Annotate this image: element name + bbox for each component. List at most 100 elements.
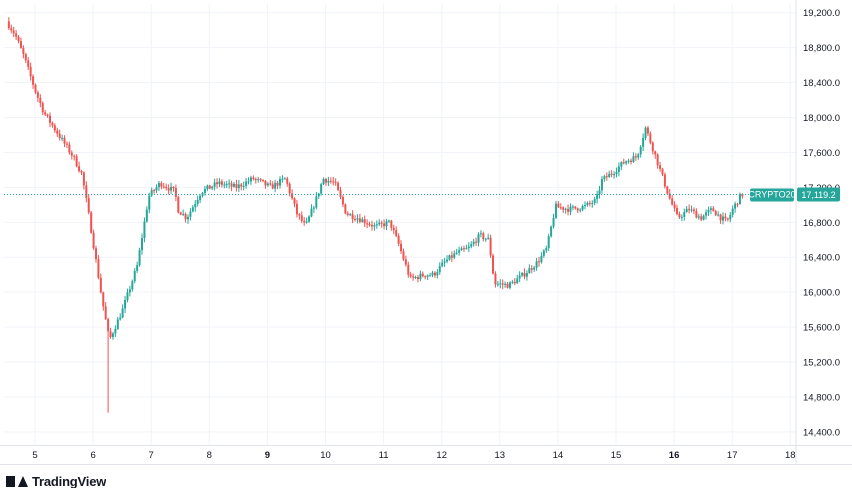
candle [424, 275, 427, 280]
candle [128, 285, 131, 297]
y-tick-label: 19,200.0 [803, 8, 840, 19]
y-tick-label: 14,400.0 [803, 427, 840, 438]
candle [39, 94, 42, 108]
candle [663, 172, 666, 189]
candle [600, 176, 603, 194]
candle [688, 204, 691, 214]
candle [734, 201, 737, 213]
candle [608, 170, 611, 178]
candle [714, 209, 717, 216]
x-tick-label: 8 [207, 450, 212, 461]
candle [167, 184, 170, 195]
candle [562, 206, 565, 213]
candle [634, 153, 637, 161]
candle [637, 153, 640, 160]
candle [170, 182, 173, 194]
candle [182, 209, 185, 216]
candles [7, 17, 744, 413]
candle [533, 265, 536, 272]
candle [44, 109, 47, 117]
candle [729, 212, 732, 223]
candle [295, 200, 298, 218]
candle [397, 233, 400, 246]
candle [213, 178, 216, 191]
candle [126, 288, 129, 303]
candle [523, 268, 526, 280]
x-tick-label: 9 [265, 450, 270, 461]
x-tick-label: 10 [320, 450, 331, 461]
candle [571, 204, 574, 211]
candle [700, 213, 703, 222]
candle [90, 210, 93, 234]
candle [375, 220, 378, 229]
candle [184, 212, 187, 223]
candle [613, 171, 616, 179]
tradingview-logo[interactable]: TradingView [6, 474, 106, 488]
candle [225, 180, 228, 189]
candle [97, 255, 100, 280]
candle [136, 261, 139, 273]
candle [438, 262, 441, 275]
candle [361, 216, 364, 223]
candle [598, 185, 601, 199]
candle [310, 204, 313, 218]
candle [668, 189, 671, 200]
candle [305, 217, 308, 224]
candle [27, 56, 30, 71]
candle [446, 255, 449, 264]
tradingview-mark-icon [6, 475, 28, 487]
candle [153, 188, 156, 194]
axes [0, 0, 852, 465]
candle [286, 176, 289, 187]
candle [603, 174, 606, 182]
candle [208, 184, 211, 190]
candle [259, 177, 262, 182]
candle [308, 215, 311, 223]
candle [385, 218, 388, 230]
candle [378, 219, 381, 227]
candle [162, 182, 165, 189]
candle [615, 167, 618, 178]
candle [736, 202, 739, 208]
candle [412, 273, 415, 281]
candle [34, 83, 37, 95]
candle [293, 197, 296, 208]
candle [334, 178, 337, 186]
candle [109, 327, 112, 339]
candle [499, 279, 502, 289]
candle [58, 129, 61, 141]
candle [722, 212, 725, 225]
candle [111, 331, 114, 340]
candle [165, 183, 168, 191]
candle [358, 213, 361, 224]
candle [709, 206, 712, 215]
y-tick-label: 14,800.0 [803, 392, 840, 403]
candle [351, 210, 354, 224]
candle [19, 37, 22, 49]
candle [235, 179, 238, 192]
candle [87, 194, 90, 215]
candle [496, 280, 499, 287]
candle [596, 190, 599, 204]
candle [24, 52, 27, 64]
candle [518, 271, 521, 283]
candle [552, 213, 555, 229]
candle [431, 270, 434, 278]
candle [574, 205, 577, 210]
candle [341, 194, 344, 208]
candle [610, 170, 613, 178]
candle [622, 158, 625, 165]
y-tick-label: 16,000.0 [803, 288, 840, 299]
candle [557, 200, 560, 209]
candle [356, 214, 359, 224]
x-tick-label: 5 [32, 450, 37, 461]
candle [402, 248, 405, 262]
candle [547, 233, 550, 251]
candle [508, 281, 511, 290]
candle [157, 180, 160, 191]
candle [642, 133, 645, 151]
candle [271, 181, 274, 190]
candle [586, 201, 589, 207]
